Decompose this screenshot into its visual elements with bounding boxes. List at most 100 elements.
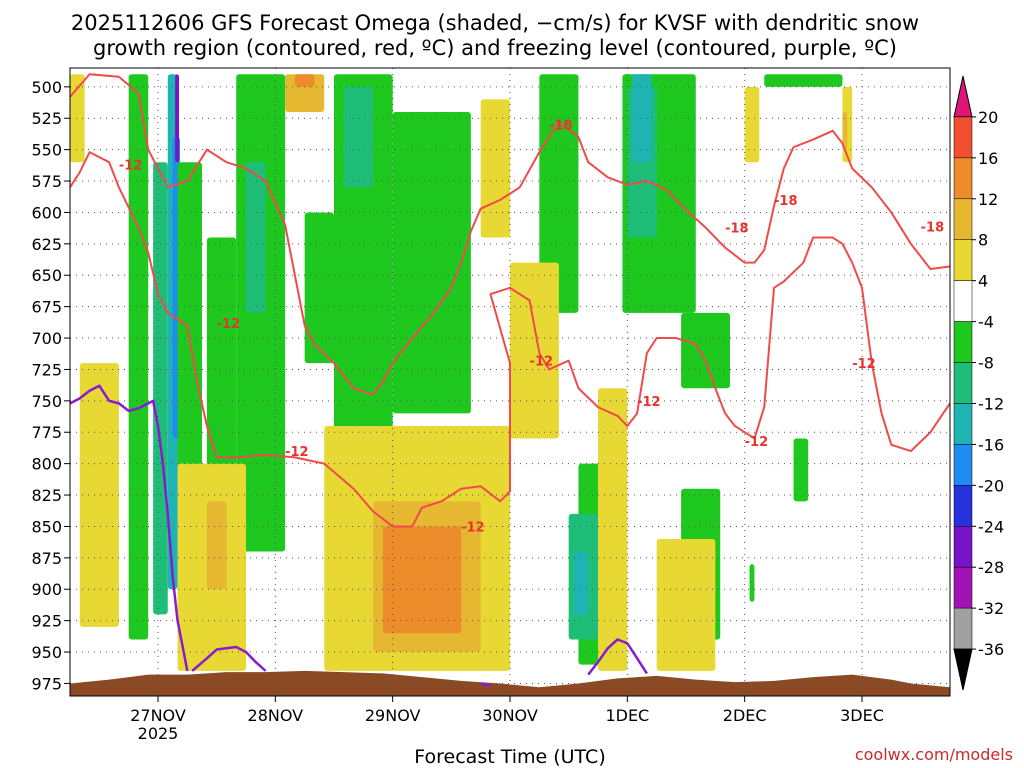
colorbar-top-arrow xyxy=(953,75,973,118)
colorbar: 20 16 12 8 4 -4 -8 -12 -16 -20 -24 -28 -32 -36 xyxy=(953,75,1004,691)
omega-region xyxy=(598,388,628,671)
colorbar-bin xyxy=(953,116,973,159)
omega-region xyxy=(153,162,168,615)
y-tick-label: 575 xyxy=(31,172,62,191)
colorbar-bin xyxy=(953,280,973,322)
colorbar-bin xyxy=(953,444,973,486)
y-tick-label: 600 xyxy=(31,203,62,222)
colorbar-bin xyxy=(953,526,973,568)
y-tick-label: 675 xyxy=(31,298,62,317)
colorbar-bin xyxy=(953,198,973,240)
colorbar-label: 12 xyxy=(978,190,998,209)
y-tick-label: 500 xyxy=(31,78,62,97)
omega-region xyxy=(539,74,579,313)
omega-region xyxy=(793,438,809,502)
y-tick-label: 550 xyxy=(31,141,62,160)
omega-region xyxy=(304,212,334,364)
x-tick-label: 1DEC xyxy=(605,706,649,725)
x-tick-label: 27NOV xyxy=(130,706,186,725)
contour-label: -18 xyxy=(921,220,945,235)
y-tick-label: 625 xyxy=(31,235,62,254)
colorbar-label: -8 xyxy=(978,354,994,373)
colorbar-label: -4 xyxy=(978,313,994,332)
y-tick-label: 650 xyxy=(31,266,62,285)
colorbar-label: -36 xyxy=(978,640,1004,659)
dgz-contour--12 xyxy=(70,151,950,528)
contour-label: -12 xyxy=(852,357,876,372)
colorbar-label: 16 xyxy=(978,149,998,168)
omega-region xyxy=(206,501,227,590)
omega-region xyxy=(744,86,760,163)
x-tick-label: 28NOV xyxy=(248,706,304,725)
terrain-layer xyxy=(70,670,950,696)
omega-region xyxy=(294,74,315,87)
contour-label: -12 xyxy=(119,159,143,174)
colorbar-bin xyxy=(953,607,973,650)
freezing-level-contour xyxy=(587,638,648,676)
contour-label: -12 xyxy=(461,520,485,535)
contour-label: -12 xyxy=(530,355,554,370)
y-tick-label: 850 xyxy=(31,517,62,536)
colorbar-label: -32 xyxy=(978,599,1004,618)
contour-label: -18 xyxy=(774,194,798,209)
colorbar-label: -28 xyxy=(978,558,1004,577)
y-tick-label: 925 xyxy=(31,612,62,631)
omega-region xyxy=(749,564,755,602)
y-tick-label: 875 xyxy=(31,549,62,568)
x-axis-label: Forecast Time (UTC) xyxy=(414,746,605,768)
y-tick-label: 700 xyxy=(31,329,62,348)
y-tick-label: 825 xyxy=(31,486,62,505)
colorbar-label: -20 xyxy=(978,476,1004,495)
contour-label: -12 xyxy=(285,445,309,460)
omega-region xyxy=(343,86,374,188)
colorbar-bin xyxy=(953,321,973,363)
contour-label: -12 xyxy=(745,435,769,450)
colorbar-bottom-arrow xyxy=(953,648,973,691)
freezing-level-contour xyxy=(70,384,189,672)
y-tick-label: 950 xyxy=(31,643,62,662)
colorbar-bin xyxy=(953,403,973,445)
x-tick-label: 2DEC xyxy=(723,706,767,725)
omega-region xyxy=(70,74,85,163)
x-tick-sublabel: 2025 xyxy=(138,724,179,743)
contour-label: -12 xyxy=(217,317,241,332)
y-tick-label: 900 xyxy=(31,580,62,599)
omega-region xyxy=(632,74,652,163)
omega-region xyxy=(175,74,180,163)
contour-label: -12 xyxy=(637,395,661,410)
x-tick-label: 30NOV xyxy=(482,706,538,725)
y-tick-label: 750 xyxy=(31,392,62,411)
contour-layer: -18 -18 -18 -18 -12 -12 -12 -12 -12 -12 -12 -12 xyxy=(70,73,950,688)
colorbar-label: -16 xyxy=(978,435,1004,454)
colorbar-label: 8 xyxy=(978,231,988,250)
freezing-level-contour xyxy=(480,682,491,688)
omega-region xyxy=(764,74,843,87)
colorbar-bin xyxy=(953,485,973,527)
omega-region xyxy=(480,99,510,238)
y-tick-label: 775 xyxy=(31,423,62,442)
x-tick-label: 29NOV xyxy=(365,706,421,725)
dgz-contour--18 xyxy=(70,73,950,396)
colorbar-label: 4 xyxy=(978,272,988,291)
omega-region xyxy=(681,312,730,389)
y-axis: 500 525 550 575 600 625 650 675 700 725 750 775 800 8… xyxy=(31,78,70,693)
omega-region xyxy=(79,363,119,627)
colorbar-bin xyxy=(953,362,973,404)
chart-title-line-2: growth region (contoured, red, ºC) and f… xyxy=(93,36,897,60)
contour-label: -18 xyxy=(725,222,749,237)
colorbar-bin xyxy=(953,566,973,609)
omega-region xyxy=(656,539,716,671)
omega-region xyxy=(392,111,471,414)
colorbar-bin xyxy=(953,157,973,200)
contour-label: -18 xyxy=(549,119,573,134)
colorbar-label: -24 xyxy=(978,517,1004,536)
chart-title-line-1: 2025112606 GFS Forecast Omega (shaded, −… xyxy=(71,11,919,35)
terrain-fill xyxy=(70,670,950,696)
omega-region xyxy=(842,111,848,150)
y-tick-label: 525 xyxy=(31,109,62,128)
omega-region xyxy=(246,162,266,313)
omega-region xyxy=(382,526,462,634)
omega-region xyxy=(573,551,589,615)
